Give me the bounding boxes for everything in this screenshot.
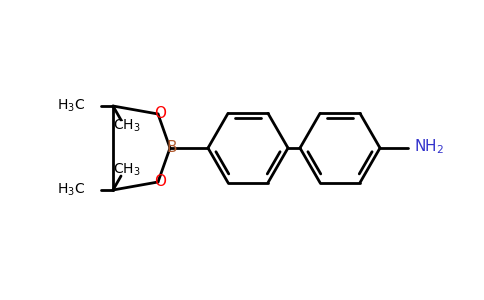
Text: CH$_3$: CH$_3$	[113, 162, 141, 178]
Text: NH$_2$: NH$_2$	[414, 138, 444, 156]
Text: O: O	[154, 175, 166, 190]
Text: CH$_3$: CH$_3$	[113, 118, 141, 134]
Text: O: O	[154, 106, 166, 122]
Text: H$_3$C: H$_3$C	[57, 182, 85, 198]
Text: H$_3$C: H$_3$C	[57, 98, 85, 114]
Text: B: B	[167, 140, 177, 155]
